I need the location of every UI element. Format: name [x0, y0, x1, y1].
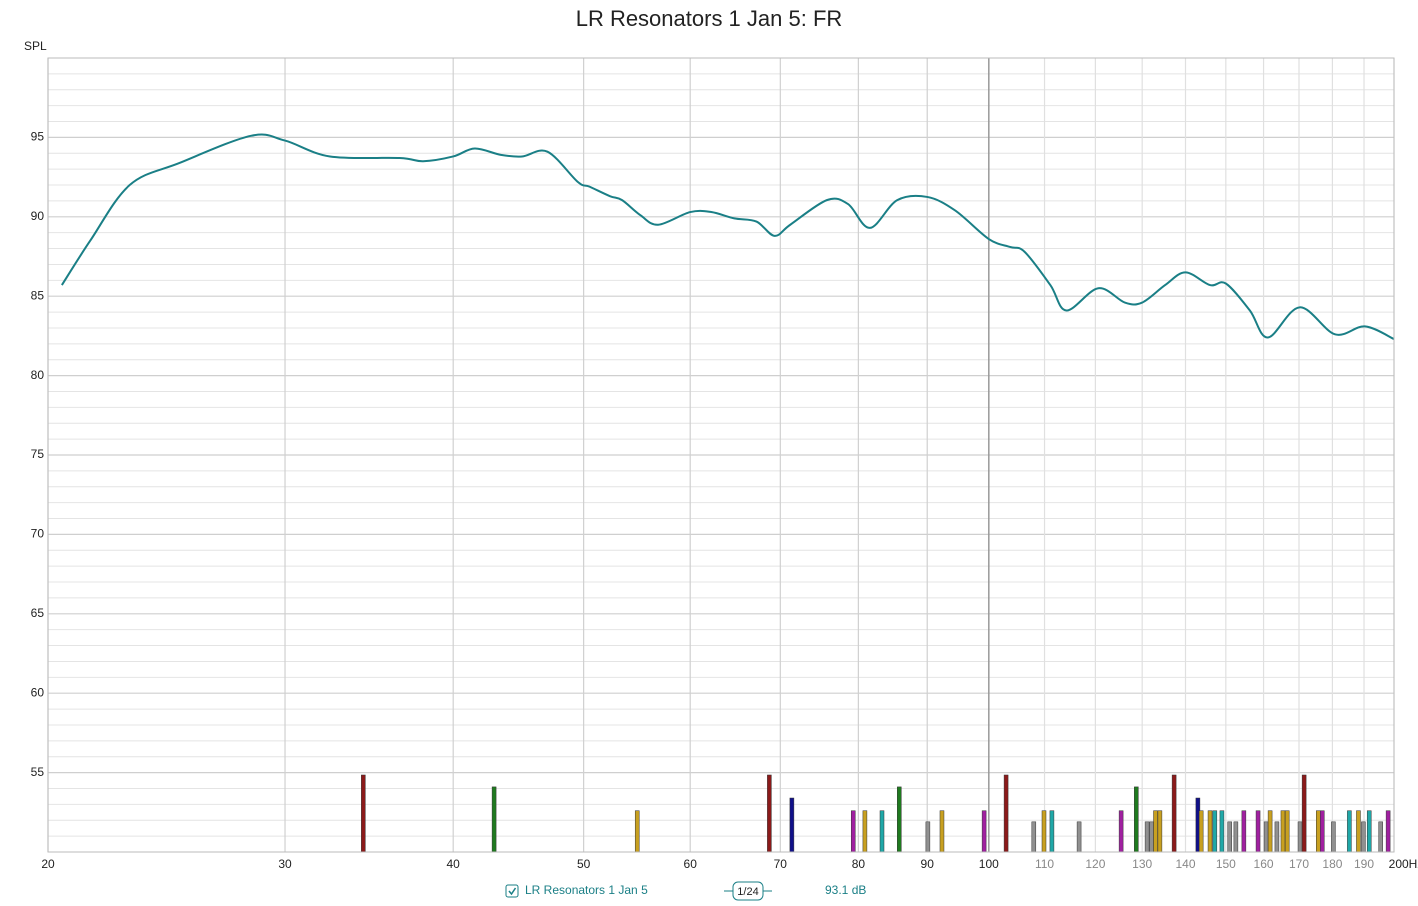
y-tick-label: 90: [31, 209, 45, 223]
x-tick-label: 110: [1035, 857, 1054, 871]
mode-bar: [1378, 821, 1383, 853]
mode-bar: [1153, 810, 1158, 853]
x-tick-label: 130: [1132, 857, 1152, 871]
mode-bar: [789, 797, 795, 853]
legend[interactable]: LR Resonators 1 Jan 5: [505, 883, 648, 898]
x-tick-label: 160: [1254, 857, 1274, 871]
x-tick-label: 80: [852, 857, 866, 871]
plot: [47, 58, 1395, 853]
mode-bar: [1320, 810, 1325, 853]
mode-bar: [1076, 821, 1082, 853]
mode-bar: [1280, 810, 1286, 853]
mode-bar: [1274, 821, 1280, 853]
y-tick-label: 85: [31, 288, 45, 302]
x-tick-label: 190: [1354, 857, 1374, 871]
mode-bar: [1263, 821, 1269, 853]
chart-title: LR Resonators 1 Jan 5: FR: [576, 6, 843, 31]
mode-bar: [1361, 821, 1366, 853]
x-tick-label: 70: [774, 857, 788, 871]
mode-bar: [1212, 810, 1218, 853]
x-tick-label: 60: [684, 857, 698, 871]
y-tick-label: 75: [31, 447, 45, 461]
mode-bar: [897, 786, 902, 853]
smoothing-box[interactable]: [732, 881, 764, 901]
x-tick-label: 20: [41, 857, 55, 871]
checkbox[interactable]: [505, 884, 519, 898]
mode-bar: [1255, 810, 1261, 853]
mode-bar: [1331, 821, 1336, 853]
mode-bar: [1385, 810, 1391, 853]
mode-bar: [1144, 821, 1150, 853]
mode-bar: [850, 810, 856, 853]
mode-bar: [1157, 810, 1163, 853]
mode-bar: [1219, 810, 1225, 853]
mode-bar: [879, 810, 885, 853]
mode-bar: [1267, 810, 1273, 853]
readout: 93.1 dB: [825, 883, 866, 897]
x-tick-label: 40: [447, 857, 461, 871]
mode-bar: [1227, 821, 1232, 853]
y-tick-label: 60: [31, 685, 45, 699]
mode-bar: [361, 774, 366, 853]
y-tick-label: 80: [31, 368, 45, 382]
mode-bar: [1316, 810, 1321, 853]
mode-bar: [939, 810, 945, 853]
mode-bar: [862, 810, 868, 853]
mode-bar: [1233, 821, 1239, 853]
mode-bar: [1031, 821, 1037, 853]
x-tick-label: 200Hz: [1389, 857, 1418, 871]
mode-bar: [1041, 810, 1047, 853]
mode-bar: [767, 774, 772, 853]
mode-bar: [1198, 810, 1204, 853]
smoothing-label[interactable]: 1/24: [737, 886, 758, 898]
mode-bar: [1241, 810, 1247, 853]
mode-bar: [1118, 810, 1124, 853]
mode-bar: [1301, 774, 1307, 853]
mode-bar: [1134, 786, 1139, 853]
mode-bar: [1366, 810, 1372, 853]
y-tick-label: 95: [31, 130, 45, 144]
mode-bar: [1003, 774, 1009, 853]
mode-bar: [1149, 821, 1154, 853]
mode-bar: [491, 786, 497, 853]
x-tick-label: 90: [921, 857, 935, 871]
mode-bar: [1207, 810, 1213, 853]
x-tick-label: 180: [1322, 857, 1342, 871]
x-tick-label: 150: [1216, 857, 1236, 871]
mode-bar: [1171, 774, 1177, 853]
mode-bar: [1356, 810, 1361, 853]
x-tick-label: 170: [1289, 857, 1309, 871]
mode-bar: [1347, 810, 1352, 853]
y-tick-label: 55: [31, 765, 45, 779]
legend-label[interactable]: LR Resonators 1 Jan 5: [525, 883, 648, 897]
y-axis-label: SPL: [24, 39, 47, 53]
mode-bar: [1049, 810, 1055, 853]
checkmark: [508, 887, 517, 896]
mode-bar: [1284, 810, 1290, 853]
plot-frame: [47, 57, 1395, 853]
x-tick-label: 140: [1175, 857, 1195, 871]
mode-bar: [634, 810, 640, 853]
x-tick-label: 100: [979, 857, 999, 871]
mode-bar: [1297, 821, 1303, 853]
smoothing-control[interactable]: 1/24: [724, 881, 772, 901]
x-tick-label: 30: [278, 857, 292, 871]
y-tick-label: 70: [31, 527, 45, 541]
x-tick-label: 50: [577, 857, 591, 871]
fr-line: [61, 133, 1395, 340]
x-tick-label: 120: [1085, 857, 1105, 871]
mode-bar: [981, 810, 987, 853]
mode-bar: [925, 821, 931, 853]
y-tick-label: 65: [31, 606, 45, 620]
